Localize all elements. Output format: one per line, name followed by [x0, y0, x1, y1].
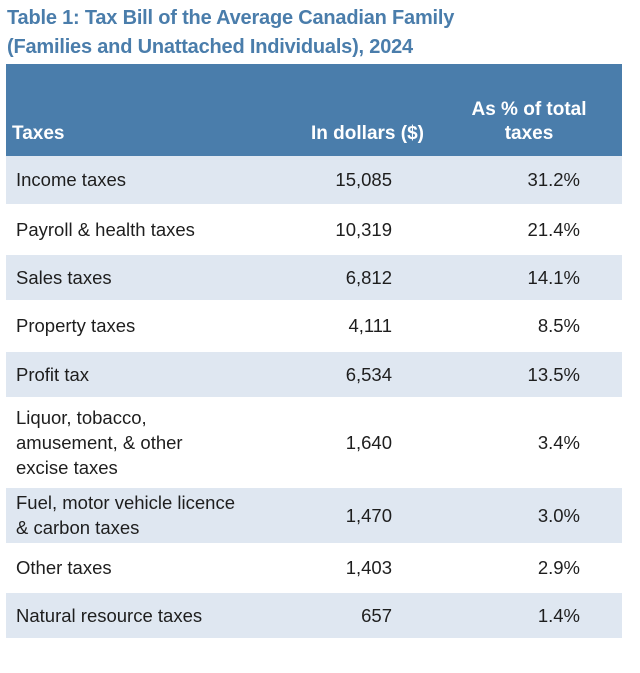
table-row: Property taxes 4,111 8.5% — [6, 299, 622, 350]
tax-name-line: Profit tax — [16, 363, 89, 385]
tax-name-line: Property taxes — [16, 315, 136, 336]
percent-cell: 1.4% — [426, 589, 622, 638]
percent-cell: 3.4% — [426, 396, 622, 486]
tax-name-cell: Other taxes — [6, 542, 281, 591]
table-row: Profit tax 6,534 13.5% — [6, 348, 622, 398]
tax-name-line: Income taxes — [16, 169, 127, 191]
table-row: Natural resource taxes 657 1.4% — [6, 589, 622, 638]
tax-name-line: amusement, & other — [16, 431, 183, 453]
table-header: Taxes In dollars ($) As % of total taxes — [6, 64, 622, 156]
dollars-cell: 10,319 — [281, 203, 426, 253]
table-title-line-2: (Families and Unattached Individuals), 2… — [7, 36, 413, 58]
table-row: Payroll & health taxes 10,319 21.4% — [6, 203, 622, 253]
percent-cell: 8.5% — [426, 299, 622, 350]
tax-name-line: Payroll & health taxes — [16, 218, 195, 240]
header-taxes: Taxes — [6, 64, 281, 156]
dollars-cell: 6,534 — [281, 348, 426, 398]
tax-name-cell: Profit tax — [6, 348, 281, 398]
tax-name-cell: Property taxes — [6, 299, 281, 350]
table-body: Income taxes 15,085 31.2% Payroll & health … — [6, 156, 622, 638]
dollars-cell: 15,085 — [281, 156, 426, 205]
table-row: Liquor, tobacco, amusement, & other excise… — [6, 396, 622, 486]
table-title-line-1: Table 1: Tax Bill of the Average Canadia… — [7, 7, 455, 29]
header-row: Taxes In dollars ($) As % of total taxes — [6, 64, 622, 156]
tax-name-line: Fuel, motor vehicle licence — [16, 492, 236, 513]
dollars-cell: 1,403 — [281, 542, 426, 591]
tax-name-line: excise taxes — [16, 456, 118, 478]
percent-cell: 13.5% — [426, 348, 622, 398]
table-row: Sales taxes 6,812 14.1% — [6, 251, 622, 301]
tax-name-cell: Sales taxes — [6, 251, 281, 301]
tax-name-line: Liquor, tobacco, — [16, 406, 147, 428]
dollars-cell: 657 — [281, 589, 426, 638]
tax-name-line: Sales taxes — [16, 266, 112, 288]
percent-cell: 2.9% — [426, 542, 622, 591]
header-dollars: In dollars ($) — [281, 64, 426, 156]
dollars-cell: 6,812 — [281, 251, 426, 301]
tax-name-cell: Natural resource taxes — [6, 589, 281, 638]
percent-cell: 21.4% — [426, 203, 622, 253]
percent-cell: 3.0% — [426, 484, 622, 544]
dollars-cell: 4,111 — [281, 299, 426, 350]
table-row: Income taxes 15,085 31.2% — [6, 156, 622, 205]
table-title: Table 1: Tax Bill of the Average Canadia… — [7, 4, 627, 62]
tax-name-line: Natural resource taxes — [16, 604, 203, 626]
tax-name-cell: Liquor, tobacco, amusement, & other excise… — [6, 396, 281, 486]
dollars-cell: 1,640 — [281, 396, 426, 486]
tax-name-cell: Fuel, motor vehicle licence & carbon taxe… — [6, 484, 281, 544]
header-percent: As % of total taxes — [426, 64, 622, 156]
percent-cell: 14.1% — [426, 251, 622, 301]
tax-name-cell: Income taxes — [6, 156, 281, 205]
tax-name-line: & carbon taxes — [16, 517, 140, 538]
dollars-cell: 1,470 — [281, 484, 426, 544]
table-row: Other taxes 1,403 2.9% — [6, 542, 622, 591]
table-row: Fuel, motor vehicle licence & carbon taxe… — [6, 484, 622, 544]
tax-table: Taxes In dollars ($) As % of total taxes… — [6, 64, 622, 638]
header-percent-line-1: As % of total — [471, 99, 587, 120]
header-percent-line-2: taxes — [504, 123, 554, 144]
tax-name-cell: Payroll & health taxes — [6, 203, 281, 253]
tax-name-line: Other taxes — [16, 557, 112, 578]
percent-cell: 31.2% — [426, 156, 622, 205]
